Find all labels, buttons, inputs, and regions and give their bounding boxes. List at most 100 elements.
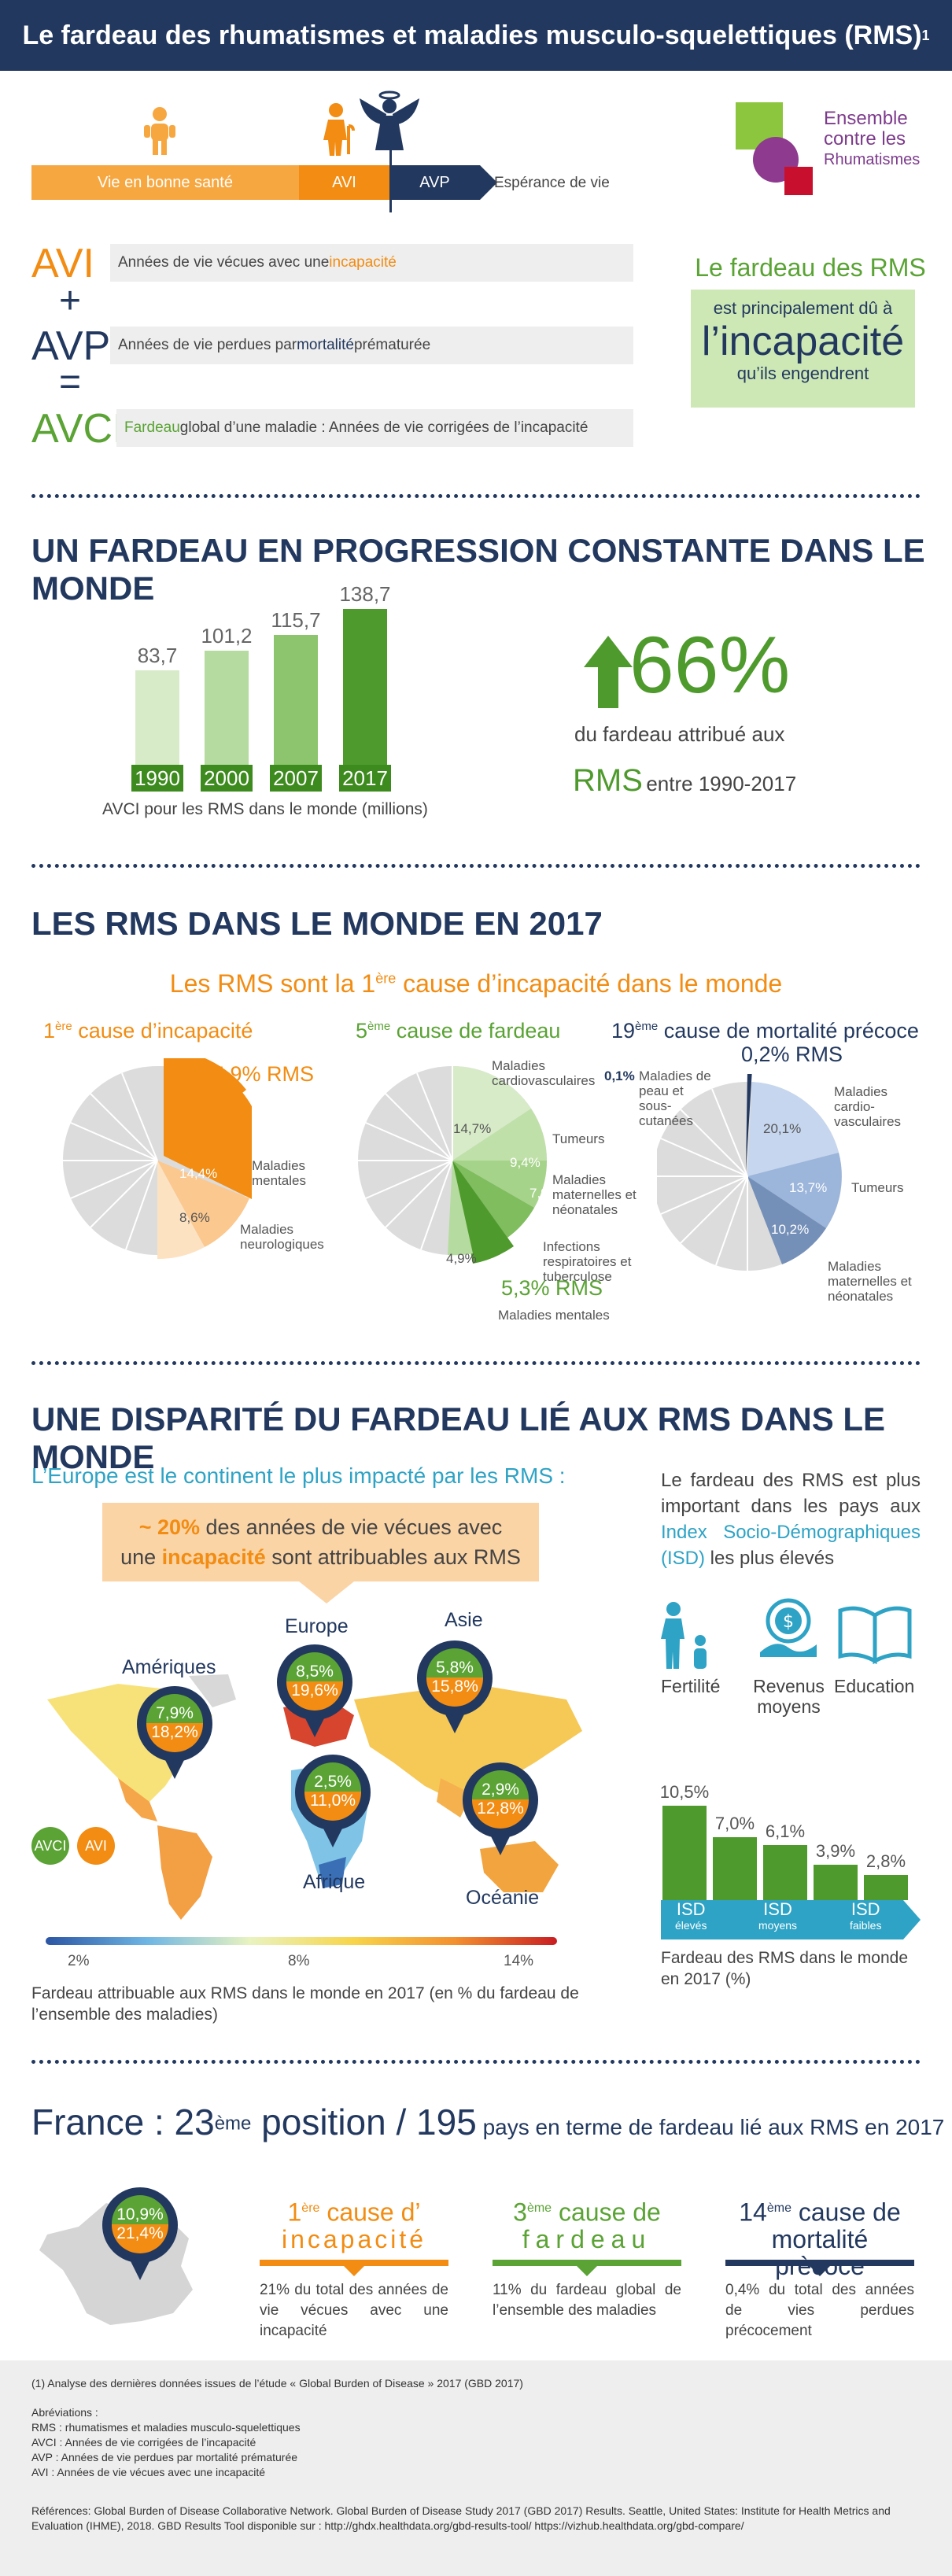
card3-rank: 14 xyxy=(739,2198,767,2227)
color-scale xyxy=(46,1937,557,1945)
pie3-v3: 10,2% xyxy=(771,1222,810,1237)
timeline-avi: AVI xyxy=(299,165,389,200)
callout-box xyxy=(102,1503,539,1581)
card1-rank: 1 xyxy=(287,2198,302,2227)
bar-1990 xyxy=(135,670,179,765)
eq-avp-def: Années de vie perdues par mortalité prém… xyxy=(110,327,633,364)
pie1-big-label: 15,9% RMS xyxy=(201,1062,315,1086)
footer-abbr-3: AVI : Années de vie vécues avec une inca… xyxy=(31,2466,266,2478)
card3-t1: cause de xyxy=(791,2198,901,2227)
pie2-l1: Tumeurs xyxy=(552,1131,605,1146)
pie3-small-l: Maladies de peau et sous-cutanées xyxy=(639,1068,711,1128)
progression-stat-l2: RMS entre 1990-2017 xyxy=(573,763,796,799)
eq-avi-abbr: AVI xyxy=(31,241,94,286)
pin-asie: 5,8% 15,8% xyxy=(417,1640,493,1733)
pie3-v2: 13,7% xyxy=(789,1180,828,1195)
logo: Ensemble contre les Rhumatismes xyxy=(736,102,924,205)
bar-year-2000: 2000 xyxy=(201,765,253,792)
pie1-l2: Maladies neurologiques xyxy=(240,1222,324,1252)
divider xyxy=(31,864,921,868)
isd-bar-value-0: 10,5% xyxy=(659,1782,710,1802)
bar-year-2007: 2007 xyxy=(270,765,322,792)
isd-bar-chart: 10,5% 7,0% 6,1% 3,9% 2,8% xyxy=(660,1762,921,1904)
callout-t2c: sont attribuables aux RMS xyxy=(265,1545,521,1569)
eq-avi-text: Années de vie vécues avec une xyxy=(118,254,330,271)
card2-t2: fardeau xyxy=(522,2224,652,2253)
isd-a2: élevés xyxy=(675,1919,707,1932)
pie2-l4: Maladies mentales xyxy=(498,1308,610,1323)
pie1-chart xyxy=(63,1058,252,1260)
eq-avci-text: global d’une maladie : Années de vie cor… xyxy=(179,419,589,436)
footer-abbr-2: AVP : Années de vie perdues par mortalit… xyxy=(31,2451,298,2463)
progression-title: UN FARDEAU EN PROGRESSION CONSTANTE DANS… xyxy=(31,532,925,607)
logo-red-square xyxy=(784,167,813,195)
isd-label-high: ISD élevés xyxy=(675,1901,707,1933)
pin-ameriques: 7,9% 18,2% xyxy=(137,1686,212,1779)
pie3-sup: ème xyxy=(635,1020,659,1033)
logo-line2: contre les xyxy=(824,128,906,149)
france-colon: : xyxy=(144,2102,175,2142)
eq-avp-hl: mortalité xyxy=(297,337,354,353)
footer-abbr-title: Abréviations : xyxy=(31,2406,98,2419)
isd-text-t2: les plus élevés xyxy=(705,1548,835,1569)
bar-value-2017: 138,7 xyxy=(339,581,391,606)
pie2-title: 5ème cause de fardeau xyxy=(356,1019,560,1043)
eq-avp-abbr: AVP xyxy=(31,323,111,369)
pie1-sup: ère xyxy=(55,1020,72,1033)
region-asie: Asie xyxy=(445,1609,483,1631)
card2-rank: 3 xyxy=(513,2198,527,2227)
up-arrow-icon xyxy=(584,636,633,708)
title-footnote: 1 xyxy=(921,27,930,43)
isd-text-t1: Le fardeau des RMS est plus important da… xyxy=(661,1470,921,1517)
legend-avci: AVCI xyxy=(31,1827,69,1865)
rms-box-l3: qu’ils engendrent xyxy=(736,364,869,383)
france-rank-sup: ème xyxy=(214,2113,252,2135)
callout-pointer xyxy=(299,1581,354,1604)
progression-stat-l1: du fardeau attribué aux xyxy=(574,722,785,746)
isd-label-mid: ISD moyens xyxy=(758,1899,797,1933)
pin-france: 10,9% 21,4% xyxy=(102,2187,178,2280)
bar-2000 xyxy=(205,651,249,765)
bar-value-2007: 115,7 xyxy=(271,607,321,632)
pie1-l1: Maladies mentales xyxy=(252,1158,306,1188)
pie2-v3: 6,4% xyxy=(529,1213,559,1228)
card1-t1: cause d’ xyxy=(319,2198,421,2227)
eq-avci-def: Fardeau global d’une maladie : Années de… xyxy=(116,409,633,447)
eq-avci-hl: Fardeau xyxy=(124,419,180,436)
pie2-l3: Infections respiratoires et tuberculose xyxy=(543,1239,632,1284)
scale-max: 14% xyxy=(504,1953,534,1969)
card1-sup: ère xyxy=(301,2201,320,2215)
isd-bar-1 xyxy=(713,1837,757,1900)
eq-avci-abbr: AVCI xyxy=(31,406,124,452)
footer: (1) Analyse des dernières données issues… xyxy=(0,2360,952,2576)
label-income: Revenus moyens xyxy=(753,1676,825,1717)
pin-europe: 8,5% 19,6% xyxy=(277,1644,352,1737)
scale-mid: 8% xyxy=(288,1953,310,1969)
angel-icon xyxy=(358,90,421,153)
callout-t2b: incapacité xyxy=(161,1545,266,1569)
pie2-sup: ème xyxy=(367,1020,391,1033)
timeline-avp: AVP xyxy=(389,165,480,200)
pie2-l2: Maladies maternelles et néonatales xyxy=(552,1172,637,1217)
pie2-v0: 14,7% xyxy=(453,1121,492,1136)
eq-avp-text-post: prématurée xyxy=(353,337,431,353)
income-icon: $ xyxy=(757,1597,820,1660)
footer-note: (1) Analyse des dernières données issues… xyxy=(31,2377,523,2390)
pie3-title-text: cause de mortalité précoce xyxy=(658,1019,919,1043)
france-card-1-title: 1ère cause d’ incapacité xyxy=(260,2195,448,2253)
bar-year-2017: 2017 xyxy=(339,765,391,792)
progression-stat-years: entre 1990-2017 xyxy=(646,772,797,795)
eq-avp-text: Années de vie perdues par xyxy=(118,337,297,353)
pie1-title-text: cause d’incapacité xyxy=(72,1019,253,1043)
pin-afrique: 2,5% 11,0% xyxy=(295,1755,371,1847)
footer-abbr-0: RMS : rhumatismes et maladies musculo-sq… xyxy=(31,2421,301,2434)
isd-b: ISD xyxy=(763,1899,792,1919)
isd-bar-4 xyxy=(864,1875,908,1900)
pie3-l3: Maladies maternelles et néonatales xyxy=(828,1259,912,1304)
legend-avi: AVI xyxy=(77,1827,115,1865)
region-ameriques: Amériques xyxy=(122,1656,216,1678)
pin-oceanie: 2,9% 12,8% xyxy=(463,1762,538,1855)
timeline-healthy: Vie en bonne santé xyxy=(31,165,299,200)
progression-caption: AVCI pour les RMS dans le monde (million… xyxy=(102,800,428,818)
